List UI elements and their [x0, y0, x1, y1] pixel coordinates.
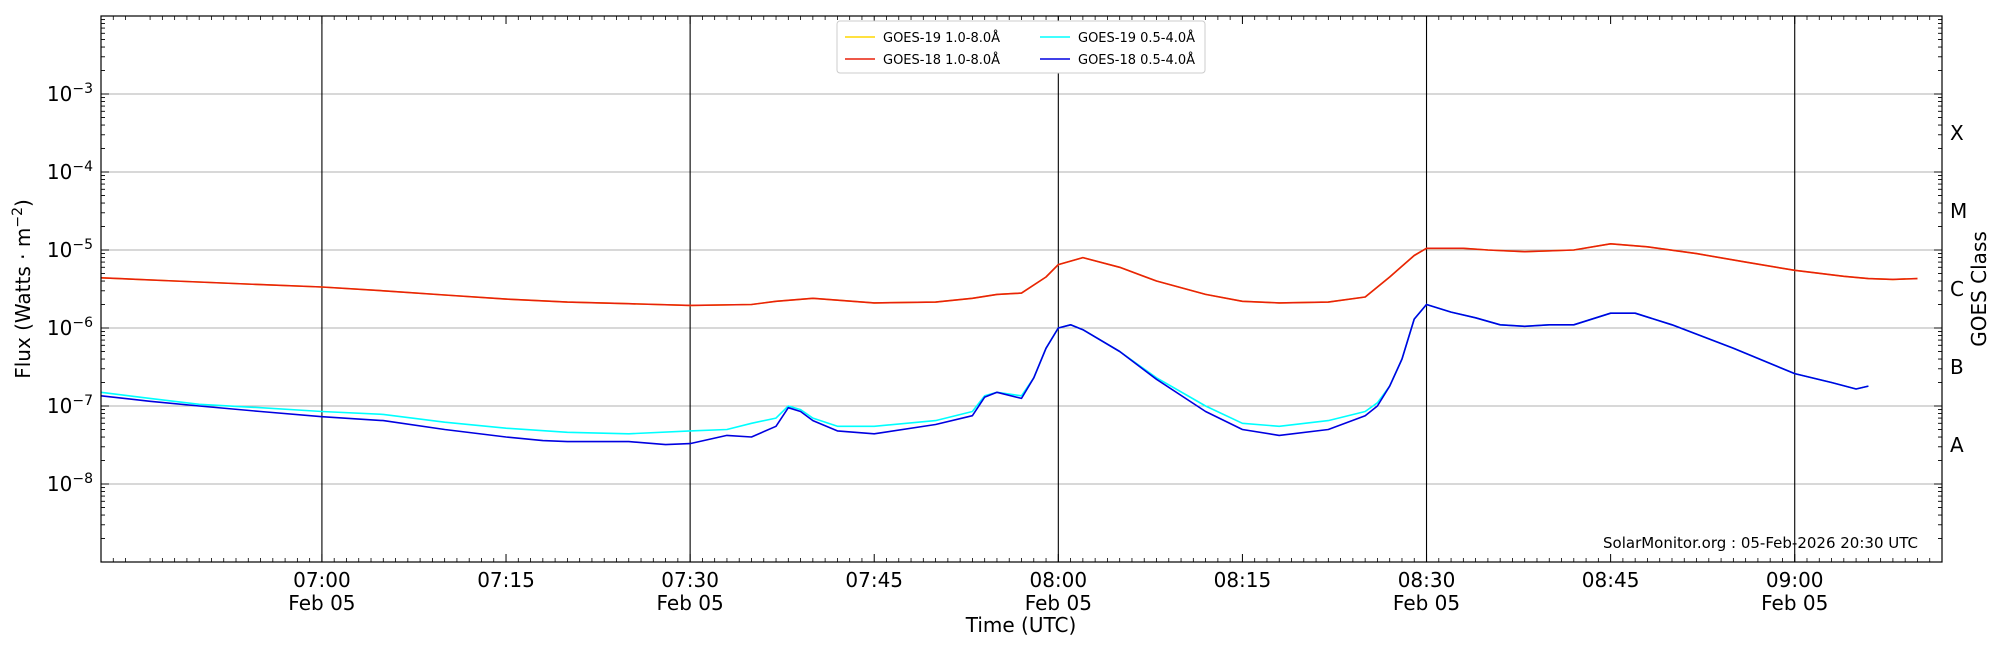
y-tick-base: 10	[47, 238, 72, 262]
ticks	[100, 16, 1943, 563]
goes-class-labels: X M C B A	[1950, 121, 1967, 457]
legend-label: GOES-19 0.5-4.0Å	[1078, 30, 1195, 46]
x-tick-date-label: Feb 05	[288, 591, 355, 615]
legend: GOES-19 1.0-8.0Å GOES-18 1.0-8.0Å GOES-19 …	[836, 20, 1206, 74]
legend-label: GOES-19 1.0-8.0Å	[883, 30, 1000, 46]
goes-class-label: A	[1950, 433, 1964, 457]
legend-box	[836, 20, 1206, 74]
goes-class-axis-label: GOES Class	[1967, 231, 1991, 347]
goes-class-label: C	[1950, 277, 1964, 301]
y-tick-exponent: −7	[72, 393, 93, 409]
y-tick-exponent: −5	[72, 237, 93, 253]
y-axis-label-main: Flux (Watts · m	[11, 228, 35, 379]
legend-label: GOES-18 0.5-4.0Å	[1078, 52, 1195, 68]
x-tick-date-label: Feb 05	[1761, 591, 1828, 615]
y-axis-label-exponent: −2	[10, 207, 26, 228]
x-axis-label: Time (UTC)	[965, 613, 1077, 637]
grid-layer	[101, 93, 1942, 485]
y-tick-exponent: −8	[72, 471, 93, 487]
x-tick-label: 07:15	[477, 568, 535, 592]
x-tick-date-label: Feb 05	[1025, 591, 1092, 615]
y-tick-label: 10−3	[47, 81, 93, 106]
x-tick-label: 08:45	[1582, 568, 1640, 592]
x-tick-label: 08:15	[1214, 568, 1272, 592]
plot-frame	[100, 15, 1943, 563]
y-tick-label: 10−5	[47, 237, 93, 262]
goes-class-label: M	[1950, 199, 1967, 223]
y-tick-label: 10−6	[47, 315, 93, 340]
y-tick-label: 10−4	[47, 159, 93, 184]
vertical-lines	[321, 16, 1796, 562]
y-tick-exponent: −3	[72, 81, 93, 97]
x-tick-date-label: Feb 05	[1393, 591, 1460, 615]
y-tick-exponent: −4	[72, 159, 93, 175]
x-tick-label: 07:45	[845, 568, 903, 592]
series-line	[100, 303, 1869, 435]
x-tick-date-label: Feb 05	[657, 591, 724, 615]
legend-label: GOES-18 1.0-8.0Å	[883, 52, 1000, 68]
x-tick-label: 08:00	[1029, 568, 1087, 592]
y-tick-exponent: −6	[72, 315, 93, 331]
y-tick-base: 10	[47, 160, 72, 184]
x-tick-label: 07:00	[293, 568, 351, 592]
y-tick-base: 10	[47, 82, 72, 106]
y-tick-base: 10	[47, 472, 72, 496]
y-tick-label: 10−7	[47, 393, 93, 418]
x-tick-label: 09:00	[1766, 568, 1824, 592]
y-tick-base: 10	[47, 316, 72, 340]
goes-class-label: B	[1950, 355, 1964, 379]
y-axis-label: Flux (Watts · m−2)	[10, 199, 35, 379]
goes-class-label: X	[1950, 121, 1964, 145]
y-tick-label: 10−8	[47, 471, 93, 496]
series-layer	[100, 243, 1918, 446]
y-tick-base: 10	[47, 394, 72, 418]
y-axis-label-close: )	[11, 199, 35, 207]
x-tick-label: 08:30	[1398, 568, 1456, 592]
credit-text: SolarMonitor.org : 05-Feb-2026 20:30 UTC	[1603, 534, 1918, 552]
series-line	[100, 243, 1918, 307]
series-line	[100, 243, 1918, 307]
x-tick-label: 07:30	[661, 568, 719, 592]
series-line	[100, 303, 1869, 446]
